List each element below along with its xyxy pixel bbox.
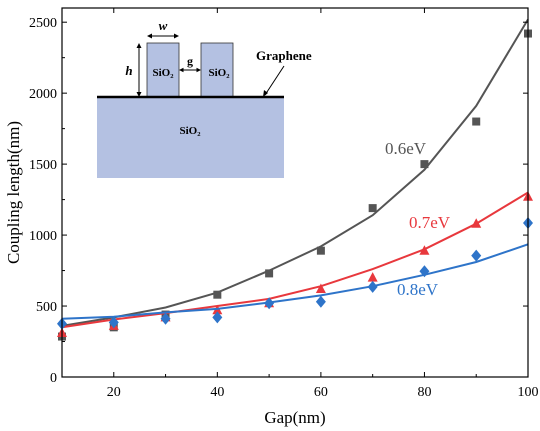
series-label-0.6eV: 0.6eV — [385, 139, 427, 158]
data-point-0.6eV-50 — [265, 269, 274, 278]
plot-frame — [61, 7, 529, 378]
y-axis-title: Coupling length(nm) — [4, 121, 23, 264]
data-point-0.6eV-80 — [420, 160, 429, 169]
fit-line-0.8eV — [61, 243, 529, 320]
data-point-0.8eV-30 — [160, 312, 171, 325]
fit-line-0.7eV — [61, 191, 529, 329]
left-waveguide-label: SiO₂ — [152, 67, 174, 79]
graphene-pointer-head — [263, 90, 268, 97]
data-point-0.6eV-40 — [213, 290, 222, 299]
width-label: w — [159, 18, 168, 33]
height-arrow-head-bottom — [136, 92, 142, 97]
inset-schematic: SiO₂ SiO₂ SiO₂ w h g Graphene — [97, 18, 312, 178]
data-point-0.8eV-90 — [471, 249, 482, 262]
right-waveguide — [200, 42, 234, 98]
data-point-0.6eV-70 — [368, 204, 377, 213]
gap-label: g — [187, 54, 193, 68]
height-arrow-head-top — [136, 43, 142, 48]
data-point-0.8eV-20 — [108, 316, 119, 329]
substrate-block — [97, 97, 284, 178]
data-point-0.8eV-70 — [367, 280, 378, 293]
data-point-0.7eV-80 — [419, 245, 430, 255]
x-tick-label: 60 — [314, 385, 328, 400]
gap-arrow-head-right — [196, 67, 201, 73]
graphene-pointer — [264, 65, 285, 96]
y-tick-label: 500 — [36, 300, 57, 315]
width-arrow-head-left — [147, 33, 152, 39]
left-waveguide — [146, 42, 180, 98]
y-tick-label: 2500 — [29, 16, 57, 31]
data-point-0.6eV-90 — [472, 117, 481, 126]
data-point-0.8eV-50 — [264, 297, 275, 310]
x-tick-label: 40 — [210, 385, 224, 400]
series-label-0.8eV: 0.8eV — [397, 280, 439, 299]
data-point-0.7eV-60 — [315, 283, 326, 294]
gap-arrow-head-left — [179, 67, 184, 73]
data-point-0.8eV-40 — [212, 311, 223, 324]
data-point-0.7eV-90 — [471, 218, 482, 228]
data-point-0.8eV-60 — [315, 295, 326, 308]
graphene-label: Graphene — [256, 48, 312, 63]
substrate-label: SiO₂ — [179, 125, 201, 137]
data-point-0.7eV-70 — [367, 272, 378, 282]
data-point-0.8eV-80 — [419, 265, 430, 278]
series-label-0.7eV: 0.7eV — [409, 213, 451, 232]
y-tick-label: 1500 — [29, 158, 57, 173]
y-tick-label: 0 — [50, 371, 57, 386]
height-label: h — [125, 63, 132, 78]
y-tick-label: 2000 — [29, 87, 57, 102]
x-axis-title: Gap(nm) — [264, 408, 325, 427]
x-tick-label: 20 — [107, 385, 121, 400]
x-tick-label: 100 — [518, 385, 539, 400]
y-tick-label: 1000 — [29, 229, 57, 244]
data-point-0.6eV-60 — [316, 246, 325, 255]
width-arrow-head-right — [174, 33, 179, 39]
fit-line-0.6eV — [61, 18, 529, 327]
x-tick-label: 80 — [417, 385, 431, 400]
plot-marks — [57, 18, 533, 341]
right-waveguide-label: SiO₂ — [208, 67, 230, 79]
